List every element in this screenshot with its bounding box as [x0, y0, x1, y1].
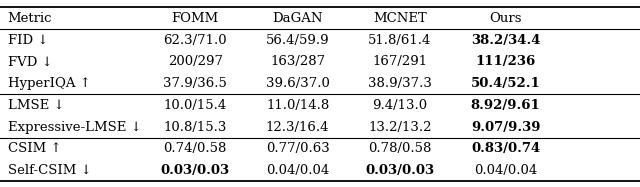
Text: 11.0/14.8: 11.0/14.8	[266, 99, 329, 112]
Text: Ours: Ours	[490, 12, 522, 25]
Text: 163/287: 163/287	[270, 55, 325, 68]
Text: 9.07/9.39: 9.07/9.39	[471, 121, 540, 134]
Text: 0.83/0.74: 0.83/0.74	[471, 142, 540, 155]
Text: 0.03/0.03: 0.03/0.03	[161, 164, 230, 177]
Text: 10.8/15.3: 10.8/15.3	[163, 121, 227, 134]
Text: LMSE ↓: LMSE ↓	[8, 99, 64, 112]
Text: 50.4/52.1: 50.4/52.1	[471, 77, 540, 90]
Text: 37.9/36.5: 37.9/36.5	[163, 77, 227, 90]
Text: Self-CSIM ↓: Self-CSIM ↓	[8, 164, 92, 177]
Text: 56.4/59.9: 56.4/59.9	[266, 34, 330, 47]
Text: 62.3/71.0: 62.3/71.0	[163, 34, 227, 47]
Text: 38.2/34.4: 38.2/34.4	[471, 34, 540, 47]
Text: 0.74/0.58: 0.74/0.58	[163, 142, 227, 155]
Text: 12.3/16.4: 12.3/16.4	[266, 121, 330, 134]
Text: FVD ↓: FVD ↓	[8, 55, 52, 68]
Text: 0.04/0.04: 0.04/0.04	[266, 164, 329, 177]
Text: 0.03/0.03: 0.03/0.03	[365, 164, 435, 177]
Text: CSIM ↑: CSIM ↑	[8, 142, 61, 155]
Text: 51.8/61.4: 51.8/61.4	[368, 34, 432, 47]
Text: 10.0/15.4: 10.0/15.4	[164, 99, 227, 112]
Text: Expressive-LMSE ↓: Expressive-LMSE ↓	[8, 121, 141, 134]
Text: 200/297: 200/297	[168, 55, 223, 68]
Text: 13.2/13.2: 13.2/13.2	[368, 121, 432, 134]
Text: FOMM: FOMM	[172, 12, 219, 25]
Text: MCNET: MCNET	[373, 12, 427, 25]
Text: DaGAN: DaGAN	[273, 12, 323, 25]
Text: 0.77/0.63: 0.77/0.63	[266, 142, 330, 155]
Text: 39.6/37.0: 39.6/37.0	[266, 77, 330, 90]
Text: 167/291: 167/291	[372, 55, 428, 68]
Text: Metric: Metric	[8, 12, 52, 25]
Text: 111/236: 111/236	[476, 55, 536, 68]
Text: 0.04/0.04: 0.04/0.04	[474, 164, 537, 177]
Text: 0.78/0.58: 0.78/0.58	[368, 142, 432, 155]
Text: HyperIQA ↑: HyperIQA ↑	[8, 77, 90, 90]
Text: 8.92/9.61: 8.92/9.61	[471, 99, 540, 112]
Text: FID ↓: FID ↓	[8, 34, 48, 47]
Text: 38.9/37.3: 38.9/37.3	[368, 77, 432, 90]
Text: 9.4/13.0: 9.4/13.0	[372, 99, 428, 112]
